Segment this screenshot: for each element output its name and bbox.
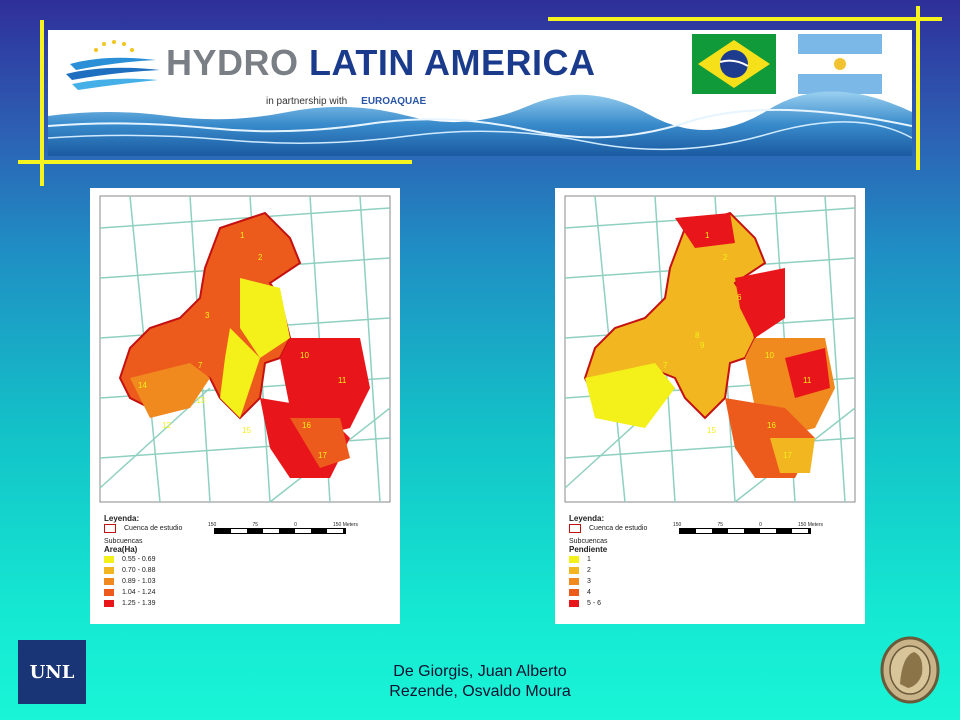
- svg-text:11: 11: [338, 376, 347, 385]
- unl-logo: UNL: [18, 640, 86, 704]
- svg-text:9: 9: [700, 341, 705, 350]
- svg-text:11: 11: [803, 376, 812, 385]
- credit-line-2: Rezende, Osvaldo Moura: [389, 683, 571, 700]
- legend-area: Leyenda: Cuenca de estudio Subcuencas Ar…: [104, 514, 183, 607]
- map-panel-slope: 1 2 6 9 10 11 7 8 15 16 17 Leyenda: Cuenca de e…: [555, 188, 865, 624]
- legend-swatch: [104, 556, 114, 563]
- scale-bar: 150 75 0 150 Meters: [673, 522, 853, 534]
- legend-swatch: [569, 567, 579, 574]
- legend-slope: Leyenda: Cuenca de estudio Subcuencas Pe…: [569, 514, 648, 607]
- svg-text:10: 10: [765, 351, 774, 360]
- frame-line-top: [548, 17, 942, 21]
- hydro-logo-icon: [66, 40, 160, 90]
- svg-text:15: 15: [242, 426, 251, 435]
- svg-text:7: 7: [198, 361, 203, 370]
- header-banner: HYDRO LATIN AMERICA in partnership with E…: [48, 30, 912, 156]
- legend-swatch: [569, 589, 579, 596]
- legend-swatch: [104, 589, 114, 596]
- svg-text:2: 2: [258, 253, 263, 262]
- frame-line-bottom: [18, 160, 412, 164]
- svg-text:1: 1: [705, 231, 710, 240]
- partner-text: in partnership with EUROAQUAE: [266, 96, 427, 107]
- svg-text:15: 15: [707, 426, 716, 435]
- argentina-flag-icon: [798, 34, 882, 94]
- legend-swatch: [104, 567, 114, 574]
- svg-text:17: 17: [318, 451, 327, 460]
- svg-text:1: 1: [240, 231, 245, 240]
- university-seal-icon: [880, 636, 940, 704]
- slope-map-figure: 1 2 6 9 10 11 7 8 15 16 17: [564, 195, 856, 503]
- credit-line-1: De Giorgis, Juan Alberto: [393, 663, 567, 680]
- svg-text:14: 14: [138, 381, 147, 390]
- credits: De Giorgis, Juan Alberto Rezende, Osvald…: [340, 662, 620, 702]
- svg-text:6: 6: [737, 293, 742, 302]
- legend-swatch: [104, 600, 114, 607]
- svg-text:8: 8: [695, 331, 700, 340]
- water-splash-image: [48, 91, 912, 156]
- svg-text:3: 3: [205, 311, 210, 320]
- brazil-flag-icon: [692, 34, 776, 94]
- svg-text:9: 9: [235, 341, 240, 350]
- legend-swatch: [569, 578, 579, 585]
- svg-text:16: 16: [767, 421, 776, 430]
- svg-text:10: 10: [300, 351, 309, 360]
- svg-text:12: 12: [162, 421, 171, 430]
- svg-text:7: 7: [663, 361, 668, 370]
- svg-text:16: 16: [302, 421, 311, 430]
- svg-text:13: 13: [196, 396, 205, 405]
- scale-bar: 150 75 0 150 Meters: [208, 522, 388, 534]
- frame-line-left: [40, 20, 44, 186]
- legend-swatch: [569, 556, 579, 563]
- legend-swatch: [104, 578, 114, 585]
- legend-swatch: [569, 600, 579, 607]
- svg-text:17: 17: [783, 451, 792, 460]
- svg-text:2: 2: [723, 253, 728, 262]
- banner-title: HYDRO LATIN AMERICA: [166, 42, 596, 83]
- frame-line-right: [916, 6, 920, 170]
